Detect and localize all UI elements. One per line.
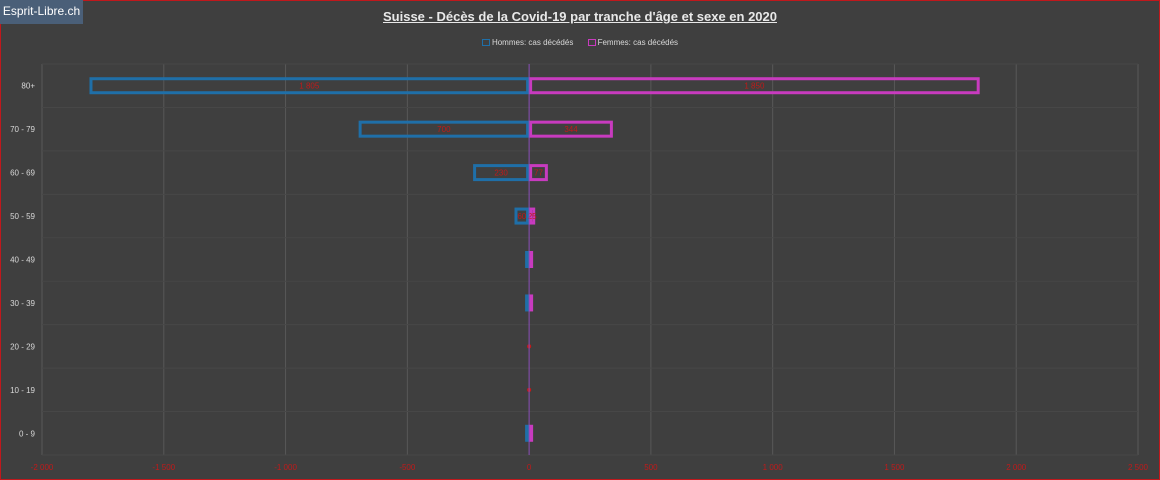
x-tick-label: 2 500 (1128, 463, 1149, 472)
category-label: 80+ (21, 82, 35, 91)
category-label: 0 - 9 (19, 429, 36, 438)
category-label: 50 - 59 (10, 212, 35, 221)
women-bar (529, 120, 613, 138)
men-bar (514, 207, 530, 225)
category-label: 40 - 49 (10, 256, 35, 265)
x-tick-label: -500 (399, 463, 416, 472)
chart-title: Suisse - Décès de la Covid-19 par tranch… (383, 9, 777, 24)
legend-swatch-men (481, 39, 490, 47)
women-bar (529, 164, 548, 182)
x-tick-label: -1 000 (274, 463, 297, 472)
women-bar (529, 251, 534, 268)
category-label: 10 - 19 (10, 386, 35, 395)
x-tick-label: -2 000 (31, 463, 54, 472)
legend-swatch-women (587, 39, 596, 47)
men-bar (89, 77, 530, 95)
data-label-women: 1 850 (744, 82, 765, 91)
data-label-men: 1 805 (299, 82, 320, 91)
data-label-women: 77 (534, 169, 543, 178)
men-bar (525, 251, 530, 268)
women-bar (529, 424, 534, 442)
men-bar (525, 294, 530, 312)
x-tick-label: 2 000 (1006, 463, 1027, 472)
data-label-men: 700 (437, 125, 451, 134)
x-tick-label: 500 (644, 463, 658, 472)
legend-item-men: Hommes: cas décédés (481, 38, 574, 47)
legend-item-women: Femmes: cas décédés (587, 38, 679, 47)
men-bar (525, 424, 530, 442)
x-tick-label: 1 500 (884, 463, 905, 472)
data-label-men: 60 (517, 212, 526, 221)
women-bar (529, 77, 980, 95)
category-label: 30 - 39 (10, 299, 35, 308)
men-bar (358, 120, 530, 138)
data-label-men: 230 (494, 169, 508, 178)
men-bar (473, 164, 530, 182)
category-label: 20 - 29 (10, 342, 35, 351)
legend-label-men: Hommes: cas décédés (491, 38, 574, 47)
data-label-women: 25 (528, 212, 537, 221)
category-label: 70 - 79 (10, 125, 35, 134)
site-badge[interactable]: Esprit-Libre.ch (0, 0, 83, 24)
category-label: 60 - 69 (10, 169, 35, 178)
women-bar (529, 207, 536, 225)
women-bar (529, 294, 534, 312)
legend: Hommes: cas décédés Femmes: cas décédés (0, 38, 1160, 47)
legend-label-women: Femmes: cas décédés (597, 38, 679, 47)
x-tick-label: 1 000 (763, 463, 784, 472)
x-tick-label: 0 (527, 463, 532, 472)
data-label-women: 344 (564, 125, 578, 134)
x-tick-label: -1 500 (152, 463, 175, 472)
